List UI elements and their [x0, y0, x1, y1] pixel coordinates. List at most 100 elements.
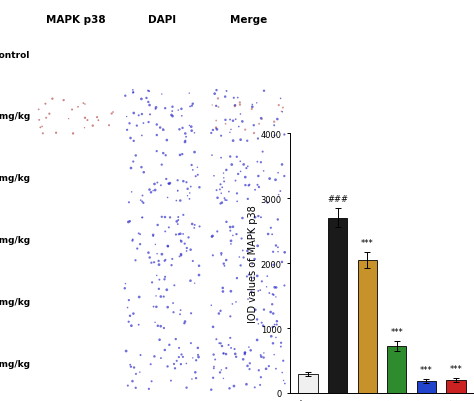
Point — [244, 164, 252, 170]
Point — [153, 148, 161, 155]
Point — [251, 187, 259, 193]
Point — [68, 107, 76, 113]
Point — [152, 293, 160, 300]
Text: DAPI: DAPI — [148, 14, 176, 24]
Point — [218, 200, 226, 207]
Point — [248, 228, 255, 234]
Point — [218, 367, 225, 373]
Point — [245, 344, 253, 350]
Point — [185, 235, 192, 241]
Point — [227, 241, 235, 247]
Point — [157, 323, 164, 330]
Point — [226, 117, 234, 124]
Point — [214, 195, 221, 201]
Point — [121, 286, 128, 292]
Point — [258, 278, 265, 285]
Point — [137, 241, 144, 248]
Point — [195, 272, 203, 279]
Point — [231, 103, 238, 110]
Point — [164, 363, 171, 370]
Point — [225, 189, 233, 195]
Point — [138, 199, 146, 205]
Point — [175, 345, 183, 351]
Point — [138, 215, 146, 221]
Point — [241, 174, 249, 181]
Point — [251, 384, 258, 391]
Point — [135, 231, 143, 237]
Point — [161, 106, 169, 112]
Point — [270, 352, 278, 358]
Point — [280, 377, 287, 384]
Point — [257, 116, 265, 122]
Point — [237, 111, 244, 118]
Point — [231, 351, 239, 357]
Point — [247, 347, 255, 354]
Point — [181, 318, 189, 325]
Point — [215, 310, 223, 317]
Point — [140, 121, 147, 127]
Point — [175, 231, 182, 238]
Point — [179, 231, 187, 237]
Text: LPS+Savinin 5mg/kg: LPS+Savinin 5mg/kg — [0, 174, 30, 183]
Point — [128, 189, 136, 196]
Point — [246, 366, 253, 373]
Point — [159, 126, 167, 133]
Point — [222, 351, 230, 357]
Point — [222, 365, 230, 371]
Point — [146, 255, 154, 261]
Point — [243, 273, 251, 280]
Point — [89, 123, 97, 130]
Point — [269, 291, 276, 298]
Point — [269, 324, 276, 330]
Point — [240, 255, 247, 261]
Point — [226, 385, 233, 392]
Point — [254, 182, 261, 188]
Point — [172, 232, 180, 238]
Point — [171, 365, 179, 372]
Point — [153, 251, 161, 257]
Point — [188, 124, 195, 131]
Point — [233, 154, 241, 160]
Point — [178, 239, 185, 245]
Point — [178, 351, 185, 358]
Point — [161, 258, 168, 264]
Point — [164, 181, 172, 187]
Point — [154, 180, 161, 186]
Point — [164, 243, 172, 249]
Point — [188, 103, 196, 109]
Point — [166, 215, 174, 221]
Point — [183, 385, 191, 391]
Point — [175, 354, 182, 360]
Point — [231, 346, 238, 352]
Point — [219, 375, 227, 382]
Point — [241, 127, 249, 134]
Point — [257, 215, 265, 221]
Point — [255, 184, 263, 191]
Point — [256, 287, 264, 294]
Point — [138, 215, 146, 221]
Point — [245, 272, 253, 278]
Point — [134, 246, 141, 252]
Point — [257, 354, 265, 360]
Point — [228, 162, 236, 168]
Point — [132, 153, 139, 159]
Point — [210, 365, 218, 372]
Point — [267, 333, 275, 340]
Point — [159, 128, 167, 134]
Point — [124, 383, 132, 389]
Point — [146, 112, 154, 118]
Point — [271, 133, 278, 139]
Point — [246, 232, 254, 238]
Point — [125, 200, 133, 206]
Point — [246, 182, 253, 188]
Point — [275, 192, 283, 198]
Point — [239, 356, 247, 363]
Point — [281, 381, 289, 387]
Point — [228, 345, 235, 351]
Point — [125, 219, 132, 226]
Point — [35, 107, 43, 113]
Point — [281, 249, 289, 256]
Point — [182, 131, 189, 137]
Point — [227, 224, 234, 231]
Point — [209, 103, 216, 109]
